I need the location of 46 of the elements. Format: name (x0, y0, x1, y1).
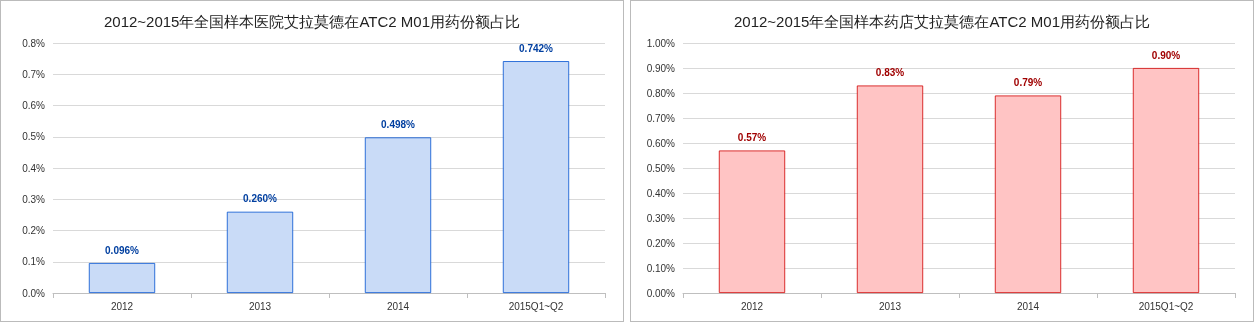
data-label: 0.096% (105, 244, 140, 256)
x-tick-label: 2012 (740, 300, 764, 312)
y-tick-label: 0.7% (22, 68, 46, 80)
y-tick-label: 0.5% (22, 131, 46, 143)
y-tick-label: 0.1% (22, 256, 46, 268)
bar (88, 263, 156, 293)
y-tick-label: 0.4% (22, 162, 46, 174)
y-tick-label: 0.50% (646, 162, 676, 174)
data-label: 0.83% (875, 67, 905, 78)
y-tick-label: 0.30% (646, 212, 676, 224)
data-label: 0.260% (243, 193, 278, 205)
x-tick-label: 2012 (110, 300, 134, 312)
y-tick-label: 0.8% (22, 37, 46, 49)
chart-title: 2012~2015年全国样本医院艾拉莫德在ATC2 M01用药份额占比 (103, 13, 521, 30)
bar (502, 61, 570, 293)
y-tick-label: 0.0% (22, 287, 46, 299)
x-tick-label: 2015Q1~Q2 (508, 300, 564, 312)
data-label: 0.742% (519, 42, 554, 54)
data-label: 0.90% (1151, 49, 1181, 61)
bar (1132, 68, 1200, 293)
y-tick-label: 0.2% (22, 225, 46, 236)
x-tick-label: 2014 (386, 300, 410, 312)
bar (994, 95, 1062, 293)
y-tick-label: 0.20% (646, 237, 676, 249)
x-tick-label: 2015Q1~Q2 (1138, 300, 1194, 312)
bar (718, 150, 786, 293)
chart-title: 2012~2015年全国样本药店艾拉莫德在ATC2 M01用药份额占比 (733, 13, 1151, 30)
bar (364, 137, 432, 293)
y-tick-label: 0.60% (646, 137, 676, 149)
y-tick-label: 0.90% (646, 62, 676, 74)
x-tick-label: 2013 (878, 300, 902, 312)
bar (226, 211, 294, 293)
y-tick-label: 0.3% (22, 193, 46, 205)
bar (856, 85, 924, 293)
y-tick-label: 0.40% (646, 187, 676, 199)
data-label: 0.79% (1013, 77, 1043, 88)
y-tick-label: 0.70% (646, 112, 676, 124)
y-tick-label: 0.6% (22, 100, 46, 111)
data-label: 0.498% (381, 118, 416, 130)
data-label: 0.57% (737, 132, 767, 143)
y-tick-label: 0.00% (646, 287, 676, 299)
x-tick-label: 2013 (248, 300, 272, 312)
y-tick-label: 1.00% (646, 37, 676, 49)
x-tick-label: 2014 (1016, 300, 1040, 312)
y-tick-label: 0.10% (646, 262, 676, 274)
y-tick-label: 0.80% (646, 87, 676, 99)
